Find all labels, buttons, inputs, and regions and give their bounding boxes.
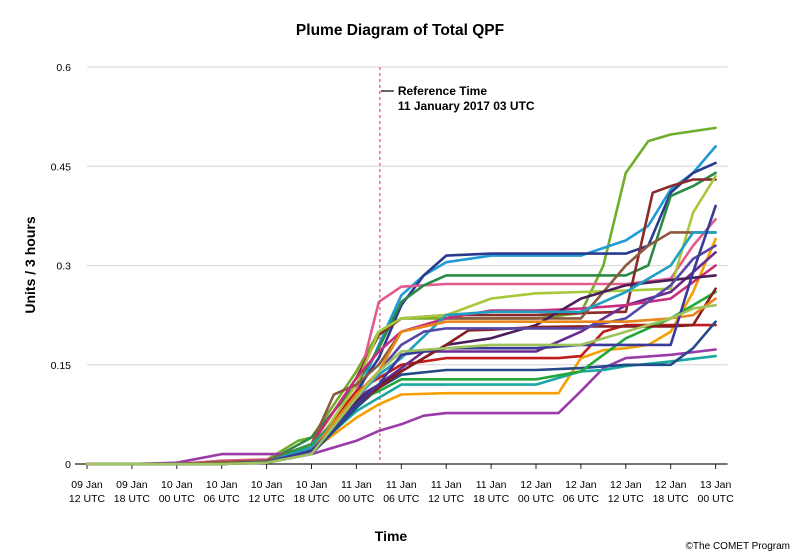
x-tick-label: 18 UTC <box>114 493 151 505</box>
y-tick-label: 0.6 <box>56 62 71 74</box>
x-tick-label: 12 UTC <box>608 493 645 505</box>
x-tick-label: 00 UTC <box>518 493 555 505</box>
y-tick-label: 0.3 <box>56 261 71 273</box>
x-tick-label: 12 UTC <box>69 493 106 505</box>
y-tick-label: 0 <box>65 459 71 471</box>
x-tick-label: 12 UTC <box>249 493 286 505</box>
x-tick-label: 18 UTC <box>293 493 330 505</box>
x-tick-label: 06 UTC <box>204 493 241 505</box>
x-tick-label: 11 Jan <box>431 479 462 491</box>
series-line-23 <box>85 303 717 466</box>
series-line-18 <box>85 287 717 466</box>
series-line-7 <box>85 348 717 466</box>
x-tick-label: 12 Jan <box>565 479 597 491</box>
x-tick-label: 09 Jan <box>116 479 148 491</box>
x-tick-label: 00 UTC <box>698 493 735 505</box>
series-line-21 <box>85 297 717 466</box>
x-axis: 09 Jan 12 UTC 09 Jan 18 UTC 10 Jan 00 UTC 10 J… <box>69 463 735 505</box>
x-axis-label: Time <box>374 528 408 544</box>
x-tick-label: 10 Jan <box>206 479 238 491</box>
y-axis: 0 0.15 0.3 0.45 0.6 <box>51 62 72 471</box>
x-tick-label: 00 UTC <box>338 493 375 505</box>
x-tick-label: 11 Jan <box>476 479 507 491</box>
x-tick-label: 11 Jan <box>386 479 417 491</box>
x-tick-label: 06 UTC <box>563 493 600 505</box>
chart-title: Plume Diagram of Total QPF <box>295 22 505 39</box>
reference-label: Reference Time <box>398 84 487 98</box>
series-lines <box>85 126 717 466</box>
x-tick-label: 18 UTC <box>653 493 690 505</box>
x-tick-label: 12 Jan <box>520 479 552 491</box>
x-tick-label: 12 Jan <box>610 479 642 491</box>
x-tick-label: 10 Jan <box>161 479 193 491</box>
x-tick-label: 00 UTC <box>159 493 196 505</box>
x-tick-label: 06 UTC <box>383 493 420 505</box>
y-tick-label: 0.15 <box>51 360 72 372</box>
x-tick-label: 18 UTC <box>473 493 510 505</box>
x-tick-label: 10 Jan <box>251 479 283 491</box>
x-tick-label: 10 Jan <box>296 479 328 491</box>
x-tick-label: 11 Jan <box>341 479 372 491</box>
reference-date-label: 11 January 2017 03 UTC <box>398 99 535 113</box>
series-line-12 <box>85 231 717 466</box>
x-tick-label: 09 Jan <box>71 479 103 491</box>
series-line-3 <box>85 161 717 466</box>
x-tick-label: 12 Jan <box>655 479 687 491</box>
credit-text: ©The COMET Program <box>685 541 790 552</box>
x-tick-label: 12 UTC <box>428 493 465 505</box>
x-tick-label: 13 Jan <box>700 479 732 491</box>
y-tick-label: 0.45 <box>51 161 72 173</box>
